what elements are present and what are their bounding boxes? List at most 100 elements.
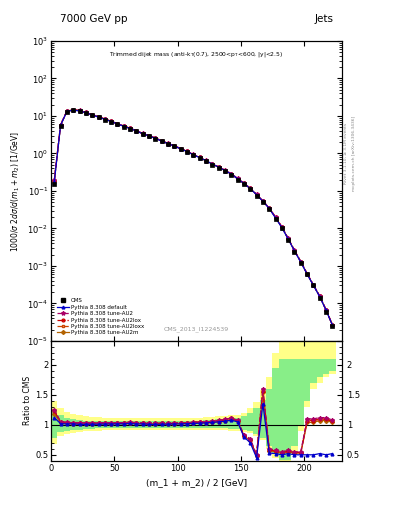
Pythia 8.308 default [222, 167, 227, 174]
Pythia 8.308 tune-AU2 [90, 112, 95, 118]
Pythia 8.308 tune-AU2 [83, 110, 88, 116]
Bar [178, 421, 190, 429]
Pythia 8.308 tune-AU2m [147, 133, 151, 139]
Pythia 8.308 tune-AU2loxx [77, 108, 82, 114]
Bar [51, 401, 57, 444]
Pythia 8.308 tune-AU2 [128, 125, 132, 131]
Text: 7000 GeV pp: 7000 GeV pp [60, 14, 127, 25]
Pythia 8.308 tune-AU2lox [254, 191, 259, 198]
Pythia 8.308 tune-AU2 [185, 148, 189, 154]
Pythia 8.308 tune-AU2lox [121, 123, 126, 129]
Pythia 8.308 tune-AU2 [121, 123, 126, 129]
Pythia 8.308 tune-AU2m [210, 161, 215, 167]
Bar [310, 359, 317, 383]
Bar [215, 419, 228, 429]
Bar [76, 415, 83, 432]
Pythia 8.308 default [267, 205, 272, 211]
Pythia 8.308 default [96, 114, 101, 120]
Bar [108, 421, 114, 429]
Pythia 8.308 tune-AU2 [58, 122, 63, 128]
Pythia 8.308 tune-AU2m [121, 123, 126, 129]
Bar [253, 408, 260, 434]
Pythia 8.308 tune-AU2m [160, 138, 164, 144]
Pythia 8.308 tune-AU2lox [96, 114, 101, 120]
Pythia 8.308 tune-AU2lox [261, 198, 265, 204]
Pythia 8.308 tune-AU2lox [298, 259, 303, 265]
Pythia 8.308 tune-AU2loxx [222, 167, 227, 174]
Pythia 8.308 default [210, 161, 215, 167]
Pythia 8.308 tune-AU2 [261, 198, 265, 204]
Pythia 8.308 tune-AU2loxx [254, 191, 259, 198]
Pythia 8.308 tune-AU2 [286, 236, 290, 242]
X-axis label: (m_1 + m_2) / 2 [GeV]: (m_1 + m_2) / 2 [GeV] [146, 478, 247, 487]
Text: mcplots.cern.ch [arXiv:1306.3436]: mcplots.cern.ch [arXiv:1306.3436] [352, 116, 356, 191]
Pythia 8.308 default [64, 109, 69, 115]
Pythia 8.308 tune-AU2lox [185, 148, 189, 155]
Pythia 8.308 default [298, 259, 303, 265]
Pythia 8.308 tune-AU2 [153, 135, 158, 141]
Pythia 8.308 tune-AU2m [229, 171, 233, 177]
Pythia 8.308 tune-AU2 [267, 205, 272, 211]
Pythia 8.308 tune-AU2lox [292, 247, 297, 253]
Pythia 8.308 tune-AU2lox [248, 185, 253, 191]
Pythia 8.308 tune-AU2m [77, 108, 82, 114]
Legend: CMS, Pythia 8.308 default, Pythia 8.308 tune-AU2, Pythia 8.308 tune-AU2lox, Pyth: CMS, Pythia 8.308 default, Pythia 8.308 … [55, 297, 145, 336]
Pythia 8.308 tune-AU2m [216, 164, 221, 170]
Bar [266, 377, 272, 449]
Bar [64, 418, 70, 431]
Bar [89, 421, 95, 429]
Pythia 8.308 default [248, 185, 253, 191]
Pythia 8.308 tune-AU2loxx [103, 116, 107, 122]
Bar [317, 359, 323, 377]
Pythia 8.308 tune-AU2m [254, 191, 259, 198]
Bar [95, 421, 102, 429]
Bar [228, 418, 241, 429]
Bar [64, 412, 70, 434]
Bar [70, 419, 76, 430]
Pythia 8.308 default [166, 141, 171, 147]
Pythia 8.308 tune-AU2loxx [318, 293, 322, 300]
Pythia 8.308 tune-AU2m [140, 131, 145, 137]
Bar [51, 410, 57, 438]
Pythia 8.308 tune-AU2loxx [305, 271, 310, 277]
Text: CMS_2013_I1224539: CMS_2013_I1224539 [164, 326, 229, 332]
Bar [127, 421, 140, 429]
Bar [178, 418, 190, 430]
Bar [260, 390, 266, 440]
Pythia 8.308 tune-AU2loxx [121, 123, 126, 129]
Pythia 8.308 default [172, 143, 177, 149]
Bar [272, 353, 279, 458]
Pythia 8.308 tune-AU2loxx [267, 205, 272, 211]
Bar [203, 417, 215, 430]
Pythia 8.308 default [330, 322, 335, 328]
Pythia 8.308 default [178, 146, 183, 152]
Pythia 8.308 tune-AU2m [83, 110, 88, 116]
Pythia 8.308 default [318, 294, 322, 300]
Pythia 8.308 tune-AU2 [160, 138, 164, 144]
Pythia 8.308 tune-AU2loxx [178, 145, 183, 152]
Pythia 8.308 tune-AU2m [90, 112, 95, 118]
Bar [203, 420, 215, 429]
Pythia 8.308 tune-AU2loxx [235, 176, 240, 182]
Pythia 8.308 tune-AU2 [229, 170, 233, 177]
Pythia 8.308 tune-AU2 [204, 157, 208, 163]
Pythia 8.308 default [204, 158, 208, 164]
Pythia 8.308 default [121, 123, 126, 130]
Pythia 8.308 tune-AU2loxx [52, 178, 57, 184]
Bar [83, 416, 89, 432]
Bar [266, 389, 272, 446]
Bar [291, 359, 298, 446]
Bar [102, 421, 108, 429]
Pythia 8.308 tune-AU2 [216, 164, 221, 170]
Pythia 8.308 tune-AU2m [222, 167, 227, 174]
Pythia 8.308 tune-AU2lox [318, 293, 322, 300]
Pythia 8.308 default [160, 138, 164, 144]
Pythia 8.308 tune-AU2m [115, 121, 120, 127]
Bar [317, 341, 323, 383]
Pythia 8.308 tune-AU2 [324, 307, 329, 313]
Pythia 8.308 default [77, 108, 82, 114]
Pythia 8.308 default [235, 176, 240, 182]
Pythia 8.308 tune-AU2m [71, 107, 75, 113]
Bar [241, 413, 247, 432]
Pythia 8.308 tune-AU2loxx [229, 171, 233, 177]
